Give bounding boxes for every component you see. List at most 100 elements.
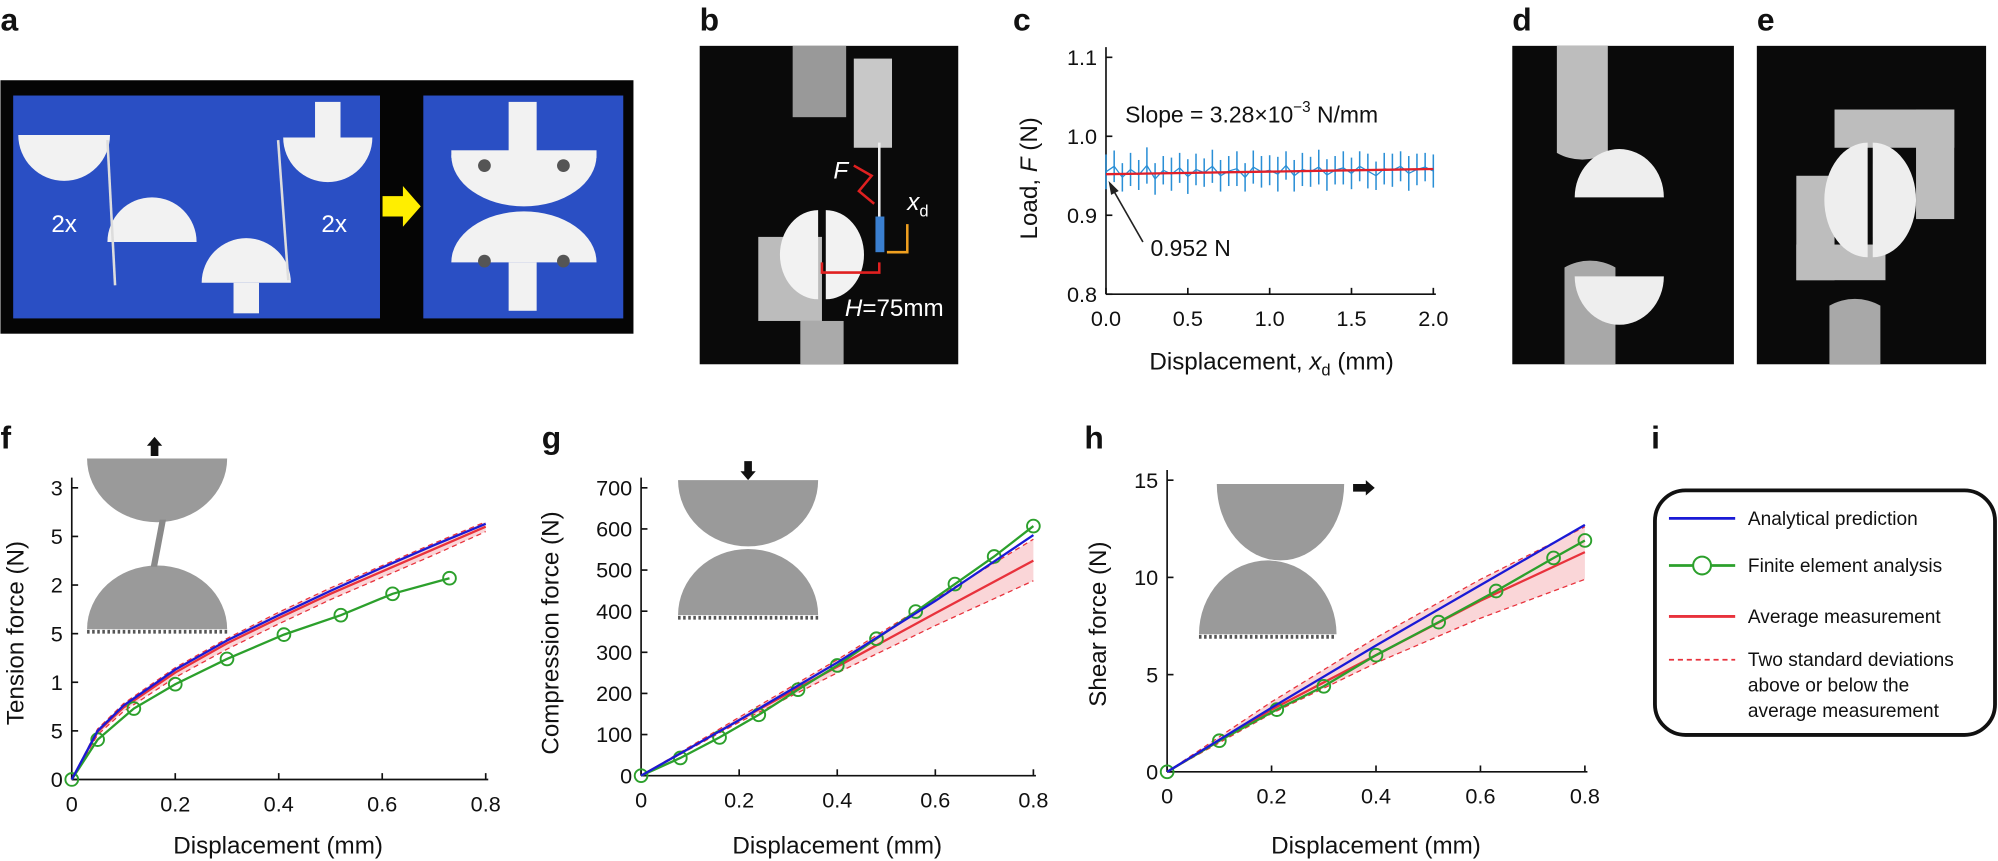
slope-text: Slope = 3.28×10 bbox=[1125, 101, 1293, 127]
x-tick-label: 0 bbox=[1161, 784, 1173, 809]
x-tick-label: 0.4 bbox=[822, 788, 852, 813]
fe-marker bbox=[869, 631, 884, 647]
upper-deviation bbox=[71, 521, 486, 780]
x-tick-label: 0.4 bbox=[1361, 784, 1391, 809]
fe-marker bbox=[1026, 518, 1041, 534]
fe-marker bbox=[167, 676, 183, 692]
series-line bbox=[640, 525, 1035, 777]
y-tick-label: 0.8 bbox=[1067, 282, 1097, 307]
panel-label: d bbox=[1512, 2, 1531, 38]
y-tick-label: 2 bbox=[51, 573, 63, 598]
slope-unit: N/mm bbox=[1311, 101, 1378, 127]
lower-deviation bbox=[71, 530, 486, 780]
photo-label: 2x bbox=[51, 211, 77, 238]
x-tick-label: 0.8 bbox=[1570, 784, 1600, 809]
y-axis-title: Compression force (N) bbox=[537, 511, 564, 754]
y-tick-label: 700 bbox=[596, 475, 632, 500]
y-tick-label: 100 bbox=[596, 722, 632, 747]
fe-marker bbox=[1316, 678, 1332, 694]
x-tick-label: 1.5 bbox=[1336, 306, 1366, 331]
upper-deviation bbox=[1166, 526, 1586, 773]
y-tick-label: 0 bbox=[1146, 759, 1158, 784]
slope-annotation: Slope = 3.28×10−3 N/mm bbox=[1125, 99, 1378, 127]
x-tick-label: 0.8 bbox=[1018, 788, 1048, 813]
fe-marker bbox=[276, 627, 292, 642]
x-tick-label: 0.2 bbox=[724, 788, 754, 813]
y-tick-label: 5 bbox=[1146, 662, 1158, 687]
annotation-arrow bbox=[1111, 188, 1144, 243]
fe-marker bbox=[219, 651, 235, 667]
fe-marker bbox=[1546, 550, 1561, 566]
y-tick-label: 600 bbox=[596, 517, 632, 542]
photo-e bbox=[1756, 45, 1987, 365]
x-tick-label: 0.0 bbox=[1091, 306, 1121, 331]
panel-label: a bbox=[0, 2, 18, 38]
y-axis-title-part: Load, bbox=[1016, 172, 1043, 239]
fe-marker bbox=[1212, 733, 1227, 749]
photo-a: 2x 2x bbox=[0, 80, 634, 334]
legend-label: Average measurement bbox=[1748, 607, 1942, 628]
fe-marker bbox=[1577, 533, 1593, 548]
fe-marker bbox=[1488, 583, 1504, 599]
fe-marker bbox=[385, 586, 400, 602]
y-axis-title-part: (N) bbox=[1016, 117, 1043, 157]
y-axis-title: Tension force (N) bbox=[2, 541, 29, 725]
x-tick-label: 0.6 bbox=[367, 791, 397, 816]
x-tick-label: 0.2 bbox=[160, 791, 190, 816]
y-tick-label: 0 bbox=[51, 767, 63, 792]
photo-label: H=75mm bbox=[845, 295, 944, 322]
fe-marker bbox=[64, 772, 80, 787]
slope-exponent: −3 bbox=[1293, 99, 1310, 116]
series-line bbox=[1166, 523, 1586, 773]
fe-marker bbox=[333, 607, 349, 623]
fe-marker bbox=[1159, 764, 1175, 780]
inset-compression bbox=[678, 461, 819, 620]
y-tick-label: 5 bbox=[51, 621, 63, 646]
legend-label: Analytical prediction bbox=[1748, 509, 1918, 530]
x-tick-label: 0 bbox=[66, 791, 78, 816]
x-axis-title: Displacement, xd (mm) bbox=[1149, 348, 1393, 379]
inset-tension bbox=[87, 436, 228, 634]
annotation-arrowhead bbox=[1108, 180, 1119, 195]
x-axis-title: Displacement (mm) bbox=[1271, 832, 1481, 859]
series-line bbox=[1105, 167, 1434, 176]
deviation-band bbox=[71, 521, 486, 780]
y-tick-label: 1.0 bbox=[1067, 124, 1097, 149]
legend-swatch-marker bbox=[1692, 555, 1712, 576]
fe-marker bbox=[633, 768, 649, 783]
x-axis-title: Displacement (mm) bbox=[732, 832, 942, 859]
y-tick-label: 0 bbox=[620, 763, 632, 788]
x-tick-label: 0.2 bbox=[1257, 784, 1287, 809]
x-axis-title-part: x bbox=[1308, 348, 1322, 375]
y-tick-label: 200 bbox=[596, 681, 632, 706]
legend-label: Two standard deviations bbox=[1748, 650, 1954, 671]
x-axis-title-part: d bbox=[1321, 361, 1330, 380]
lower-deviation bbox=[1166, 578, 1586, 773]
x-tick-label: 0.8 bbox=[471, 791, 501, 816]
y-axis-title: Shear force (N) bbox=[1085, 541, 1112, 706]
legend-label: average measurement bbox=[1748, 701, 1940, 722]
y-tick-label: 400 bbox=[596, 599, 632, 624]
x-tick-label: 2.0 bbox=[1418, 306, 1448, 331]
series-line bbox=[640, 534, 1035, 777]
panel-label: g bbox=[542, 419, 561, 455]
photo-label: x bbox=[906, 189, 920, 216]
x-tick-label: 0.5 bbox=[1173, 306, 1203, 331]
photo-label: d bbox=[919, 202, 928, 221]
fe-marker bbox=[908, 604, 924, 619]
lower-deviation bbox=[640, 580, 1034, 777]
y-tick-label: 3 bbox=[51, 475, 63, 500]
y-tick-label: 5 bbox=[51, 524, 63, 549]
legend-box bbox=[1653, 488, 1997, 737]
photo-label: F bbox=[833, 157, 849, 184]
x-tick-label: 0.6 bbox=[1465, 784, 1495, 809]
photo-b: F xd H=75mm bbox=[699, 45, 959, 365]
photo-label: =75mm bbox=[862, 295, 943, 322]
panel-label: h bbox=[1084, 419, 1103, 455]
x-tick-label: 1.0 bbox=[1255, 306, 1285, 331]
intercept-annotation: 0.952 N bbox=[1151, 235, 1231, 261]
fe-marker bbox=[442, 570, 457, 586]
panel-label: f bbox=[0, 419, 11, 455]
y-axis-title: Load, F (N) bbox=[1016, 117, 1043, 239]
